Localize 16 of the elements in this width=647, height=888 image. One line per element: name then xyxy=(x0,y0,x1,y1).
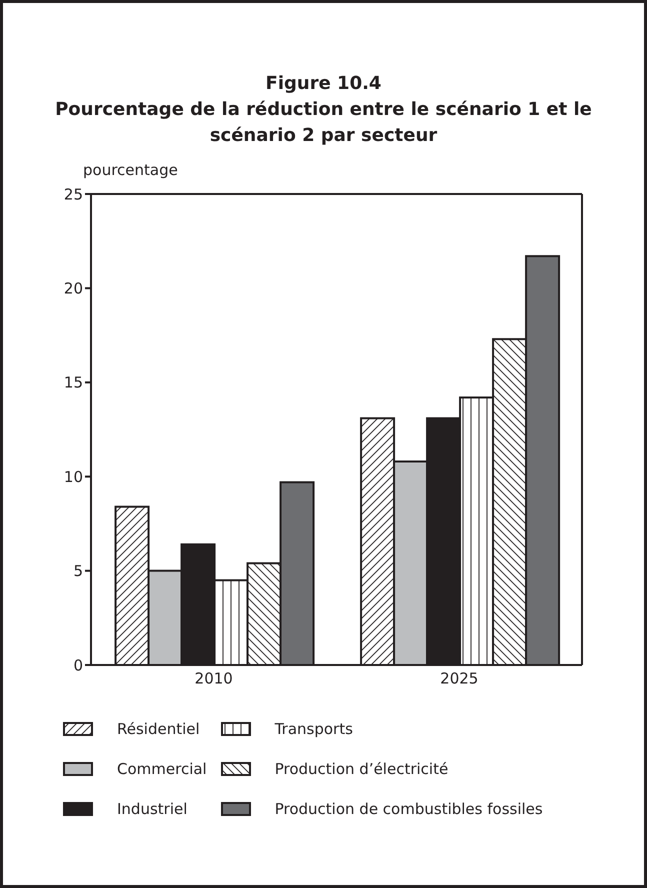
legend-label: Production d’électricité xyxy=(274,760,448,778)
legend-label: Production de combustibles fossiles xyxy=(274,800,543,818)
legend-label: Résidentiel xyxy=(117,720,200,738)
y-tick-label: 25 xyxy=(64,185,83,204)
y-tick-label: 15 xyxy=(64,374,83,392)
y-tick-label: 0 xyxy=(73,656,83,674)
y-tick-label: 5 xyxy=(73,562,83,580)
x-tick-label: 2010 xyxy=(194,670,233,688)
y-axis-title: pourcentage xyxy=(83,161,178,179)
legend-label: Industriel xyxy=(117,800,188,818)
y-tick-label: 10 xyxy=(64,468,83,486)
x-tick-label: 2025 xyxy=(440,670,478,688)
legend-label: Commercial xyxy=(117,760,207,778)
chart-title: Figure 10.4 Pourcentage de la réduction entre le scénario 1 et le scénario 2 par secteur xyxy=(54,72,593,148)
y-tick-label: 20 xyxy=(64,280,83,298)
legend-label: Transports xyxy=(274,720,353,738)
